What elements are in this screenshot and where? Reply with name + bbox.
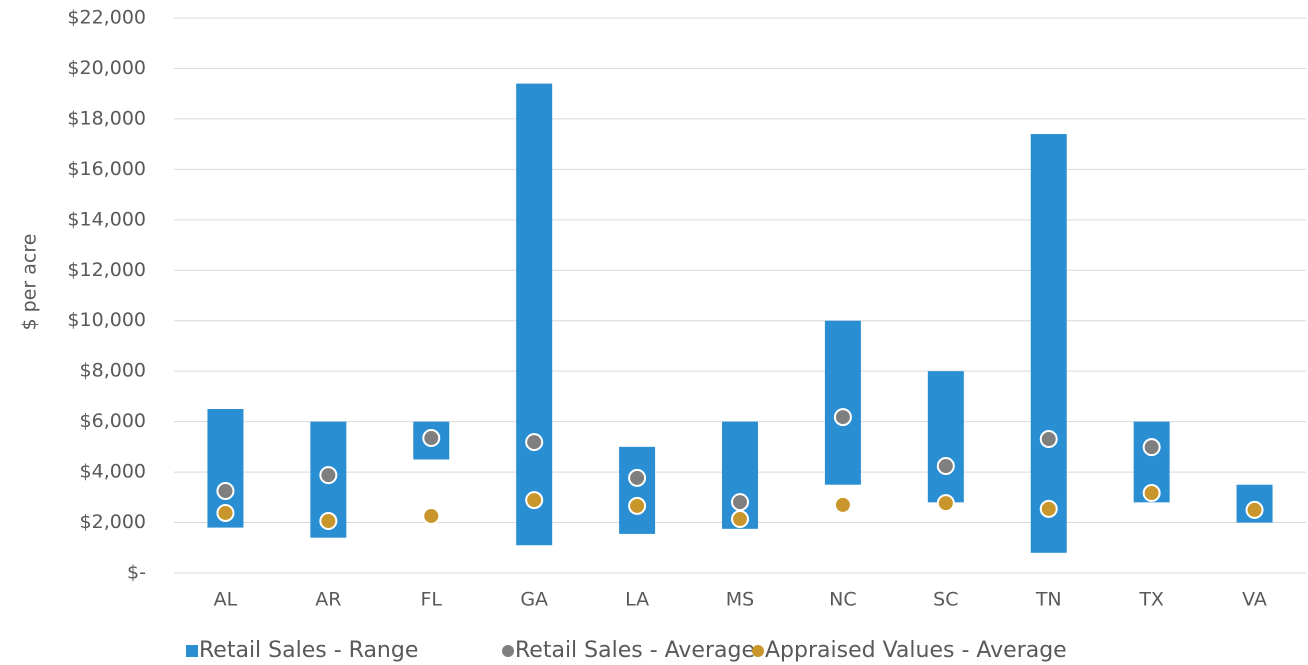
- x-tick-label: TN: [1035, 589, 1062, 611]
- legend-label: Retail Sales - Range: [199, 638, 418, 663]
- y-tick-label: $6,000: [80, 410, 146, 432]
- x-tick-label: LA: [625, 589, 649, 611]
- average-dot: [1245, 500, 1264, 519]
- x-tick-label: MS: [726, 589, 754, 611]
- x-tick-label: FL: [421, 589, 443, 611]
- x-tick-label: NC: [829, 589, 856, 611]
- average-dot: [1039, 430, 1058, 449]
- range-bar: [1030, 134, 1067, 553]
- average-dot: [216, 482, 235, 501]
- y-axis-label: $ per acre: [19, 234, 41, 331]
- x-tick-label: AR: [315, 589, 341, 611]
- average-dot: [936, 494, 955, 513]
- x-tick-label: GA: [520, 589, 548, 611]
- legend-label: Appraised Values - Average: [765, 638, 1067, 663]
- y-tick-label: $14,000: [67, 208, 146, 230]
- x-tick-label: TX: [1138, 589, 1164, 611]
- average-dot: [1142, 438, 1161, 457]
- y-tick-label: $10,000: [67, 309, 146, 331]
- average-dot: [936, 457, 955, 476]
- average-dot: [319, 466, 338, 485]
- average-dot: [628, 468, 647, 487]
- average-dot: [422, 506, 441, 525]
- average-dot: [525, 491, 544, 510]
- x-tick-label: SC: [933, 589, 958, 611]
- y-tick-label: $12,000: [67, 259, 146, 281]
- legend-swatch: [186, 645, 198, 657]
- average-dot: [216, 503, 235, 522]
- y-tick-label: $2,000: [80, 511, 146, 533]
- average-dot: [1142, 484, 1161, 503]
- legend-swatch: [502, 645, 514, 657]
- average-dot: [319, 512, 338, 531]
- average-dot: [525, 433, 544, 452]
- y-tick-label: $-: [127, 562, 146, 584]
- range-bar: [619, 446, 656, 534]
- legend-label: Retail Sales - Average: [515, 638, 755, 663]
- range-bar: [824, 320, 861, 485]
- average-dot: [628, 496, 647, 515]
- y-tick-label: $4,000: [80, 461, 146, 483]
- y-tick-label: $18,000: [67, 107, 146, 129]
- legend-swatch: [752, 645, 764, 657]
- x-tick-label: VA: [1242, 589, 1267, 611]
- average-dot: [422, 429, 441, 448]
- y-tick-label: $20,000: [67, 57, 146, 79]
- x-tick-label: AL: [214, 589, 238, 611]
- average-dot: [833, 408, 852, 427]
- y-tick-label: $16,000: [67, 158, 146, 180]
- range-bar: [516, 83, 553, 546]
- average-dot: [1039, 499, 1058, 518]
- y-tick-label: $8,000: [80, 360, 146, 382]
- average-dot: [833, 495, 852, 514]
- average-dot: [731, 493, 749, 512]
- range-bar: [927, 371, 964, 503]
- average-dot: [731, 510, 749, 529]
- y-tick-label: $22,000: [67, 7, 146, 29]
